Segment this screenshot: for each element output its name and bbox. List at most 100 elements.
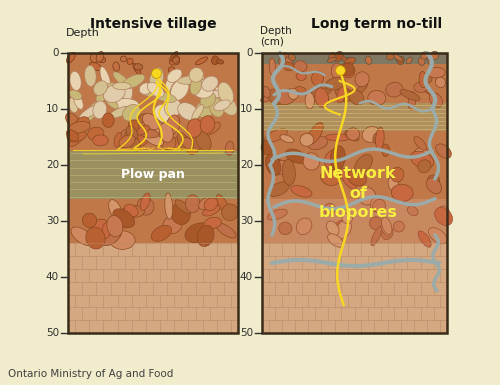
Ellipse shape [190,77,202,95]
Ellipse shape [286,57,293,67]
Ellipse shape [172,57,180,64]
Ellipse shape [368,90,386,105]
Ellipse shape [139,86,160,96]
Ellipse shape [172,136,191,150]
Ellipse shape [216,194,230,215]
Ellipse shape [318,96,328,107]
Ellipse shape [400,90,420,100]
Ellipse shape [408,206,418,216]
Ellipse shape [356,82,368,94]
Ellipse shape [330,146,345,170]
Bar [68,151,238,199]
Ellipse shape [327,57,336,62]
Text: 10: 10 [46,104,59,114]
Ellipse shape [84,65,96,87]
Ellipse shape [294,61,307,72]
Ellipse shape [382,144,390,157]
Ellipse shape [382,217,392,234]
Ellipse shape [300,134,314,146]
Ellipse shape [410,151,434,169]
Text: 30: 30 [240,216,253,226]
Ellipse shape [305,92,314,109]
Ellipse shape [262,86,270,98]
Ellipse shape [418,57,425,65]
Ellipse shape [282,159,296,185]
Ellipse shape [266,154,281,176]
Text: Long term no-till: Long term no-till [311,17,442,31]
Bar [68,243,238,333]
Ellipse shape [434,208,452,226]
Ellipse shape [177,132,190,151]
Ellipse shape [121,206,144,218]
Ellipse shape [192,80,214,98]
Ellipse shape [154,104,176,123]
Ellipse shape [288,53,296,61]
Ellipse shape [66,130,78,141]
Ellipse shape [170,79,189,100]
Ellipse shape [150,68,164,90]
Ellipse shape [308,122,324,144]
Ellipse shape [173,56,180,62]
Ellipse shape [140,193,150,211]
Ellipse shape [204,217,222,229]
Ellipse shape [359,74,367,85]
Ellipse shape [66,52,76,63]
Ellipse shape [324,150,343,170]
Ellipse shape [388,176,399,192]
Ellipse shape [122,74,145,89]
Ellipse shape [326,77,345,90]
Ellipse shape [326,221,339,236]
Ellipse shape [100,226,122,246]
Ellipse shape [268,89,284,105]
Ellipse shape [92,135,108,146]
Ellipse shape [127,58,133,64]
Ellipse shape [110,106,130,118]
Ellipse shape [132,63,141,75]
Ellipse shape [112,82,131,90]
Ellipse shape [414,82,428,92]
Ellipse shape [134,127,150,146]
Ellipse shape [340,168,356,189]
Ellipse shape [312,71,324,85]
Ellipse shape [218,95,237,115]
Ellipse shape [113,72,131,89]
Ellipse shape [68,121,90,133]
Ellipse shape [346,128,360,141]
Ellipse shape [140,129,159,138]
Ellipse shape [154,92,176,102]
Ellipse shape [436,77,446,88]
Ellipse shape [142,114,160,130]
Ellipse shape [138,122,150,133]
Ellipse shape [86,227,105,249]
Ellipse shape [428,228,447,244]
Text: 40: 40 [240,272,253,282]
Ellipse shape [202,76,218,91]
Ellipse shape [331,64,344,81]
Ellipse shape [186,195,200,213]
Ellipse shape [261,141,273,155]
Ellipse shape [355,72,369,87]
Ellipse shape [366,56,372,64]
Ellipse shape [170,60,179,65]
Ellipse shape [296,218,312,234]
Text: 50: 50 [240,328,253,338]
Ellipse shape [110,231,135,249]
Ellipse shape [278,89,296,105]
Ellipse shape [126,126,138,139]
Ellipse shape [122,100,139,117]
Ellipse shape [196,131,211,151]
Ellipse shape [88,127,104,141]
Ellipse shape [344,57,356,65]
Ellipse shape [167,69,182,82]
Ellipse shape [336,88,353,100]
Ellipse shape [408,92,416,110]
Ellipse shape [328,234,344,247]
Ellipse shape [370,198,382,212]
Ellipse shape [90,53,100,62]
Text: 50: 50 [46,328,59,338]
Ellipse shape [90,62,102,70]
Ellipse shape [354,154,372,174]
Ellipse shape [414,137,426,150]
Ellipse shape [140,83,152,94]
Bar [68,53,238,333]
